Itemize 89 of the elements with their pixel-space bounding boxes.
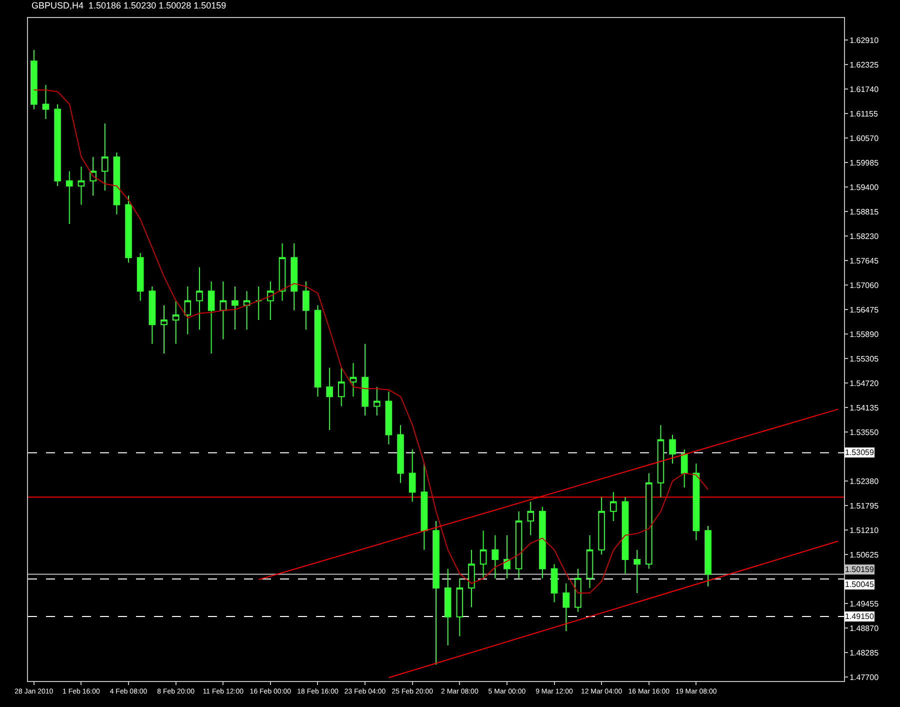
y-tick-label: 1.51210 [850,526,880,536]
candlestick [515,510,522,579]
y-tick-label: 1.55890 [850,330,880,340]
y-tick-label: 1.57060 [850,281,880,290]
candlestick [208,280,215,354]
candlestick [539,506,546,579]
candlestick [622,496,629,574]
candlestick [314,304,322,398]
candlestick [550,564,558,603]
ref-line-label: 1.49150 [845,612,874,621]
y-tick-label: 1.48285 [850,648,880,658]
ref-line-label: 1.50159 [845,565,874,574]
candlestick [160,304,168,354]
candlestick [148,286,156,344]
y-tick-label: 1.47700 [850,673,880,682]
y-tick-label: 1.54720 [850,379,880,388]
candlestick [278,242,286,302]
candlestick [196,266,203,330]
candlestick [598,496,605,556]
candlestick [42,84,50,120]
y-tick-label: 1.58230 [850,232,880,242]
candlestick [136,252,144,302]
candlestick [480,530,487,579]
candlestick [704,526,712,587]
candlestick [527,501,534,536]
y-tick-label: 1.52380 [850,477,880,486]
candlestick [362,343,368,416]
y-tick-label: 1.56475 [850,306,880,315]
candlestick [468,549,475,608]
y-tick-label: 1.48870 [850,624,880,634]
chart-title: GBPUSD,H4 1.50186 1.50230 1.50028 1.50159 [32,0,226,10]
candlestick [90,156,96,196]
candlestick [492,534,499,579]
y-tick-label: 1.50625 [850,550,880,560]
candlestick [408,448,416,502]
candlestick [634,549,640,594]
y-tick-label: 1.58815 [850,208,880,217]
candlestick [669,434,676,464]
candlestick [350,362,357,398]
candlestick [125,195,132,264]
candlestick [420,463,428,550]
candlestick [255,286,262,320]
y-tick-label: 1.51795 [850,502,880,511]
y-tick-label: 1.62910 [850,36,880,45]
line-series [33,90,708,594]
y-tick-label: 1.59985 [850,158,880,168]
candlestick [432,520,440,666]
y-tick-label: 1.61740 [850,85,880,94]
candlestick [562,582,570,632]
candlestick [113,152,120,215]
candlestick [610,492,617,522]
candlestick [385,391,392,445]
y-tick-label: 1.62325 [850,60,880,70]
candlestick [645,472,652,570]
ref-line-label: 1.50045 [845,580,874,589]
candlestick [66,170,73,225]
candlestick [290,242,298,311]
candlestick [338,367,345,407]
y-tick-label: 1.57645 [850,256,880,266]
y-tick-label: 1.49455 [850,600,880,609]
candlestick [444,568,452,646]
y-tick-label: 1.55305 [850,354,880,364]
candlestick [504,534,510,579]
y-tick-label: 1.61155 [850,110,878,118]
y-tick-label: 1.53550 [850,428,880,438]
y-tick-label: 1.54135 [850,404,880,413]
candlestick [172,300,180,344]
candlestick [243,290,250,330]
candlestick [574,568,582,612]
y-tick-label: 1.59400 [850,183,880,192]
candlestick [54,104,61,186]
candlestick [692,463,700,541]
candlestick [232,286,238,330]
candlestick [30,49,38,110]
candlestick [657,424,664,498]
candlestick [586,534,594,589]
candlestick [78,166,85,206]
candlestick [101,123,108,192]
candlestick [373,386,380,416]
candlestick [302,280,310,330]
candlestick [680,448,688,488]
candlestick [267,280,274,320]
candlestick [326,367,333,431]
candlestick [220,280,227,340]
candlestick [456,578,464,637]
ref-line-label: 1.53059 [845,448,874,457]
candlestick [397,424,404,484]
candlestick [184,286,192,335]
y-tick-label: 1.60570 [850,134,880,143]
